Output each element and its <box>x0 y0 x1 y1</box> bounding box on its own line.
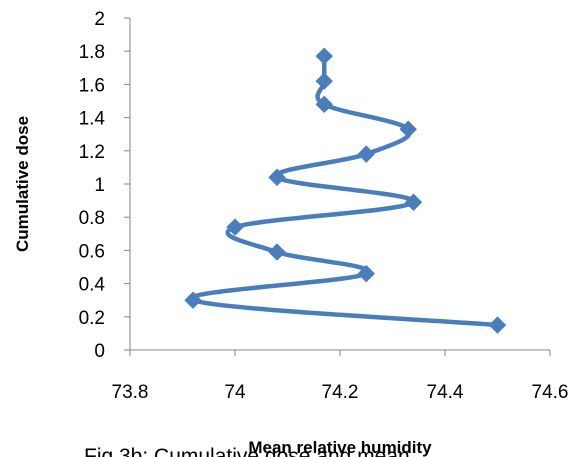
y-tick-label: 0.8 <box>79 208 105 229</box>
y-tick-label: 1.8 <box>79 42 105 63</box>
y-tick-label: 0.4 <box>79 275 106 296</box>
data-point-marker <box>357 145 375 163</box>
y-tick-label: 2 <box>94 9 105 30</box>
series-group <box>184 47 507 334</box>
x-tick-label: 74.4 <box>427 382 464 403</box>
data-point-marker <box>488 316 507 334</box>
data-point-marker <box>226 218 244 236</box>
x-tick-label: 73.8 <box>112 382 149 403</box>
y-tick-label: 1.2 <box>79 142 105 163</box>
data-point-marker <box>268 168 286 187</box>
y-tick-label: 1.6 <box>79 75 105 96</box>
data-point-marker <box>268 243 286 261</box>
x-axis-title: Mean relative humidity <box>248 438 432 457</box>
y-axis-title: Cumulative dose <box>13 116 32 252</box>
data-point-marker <box>404 193 423 211</box>
data-point-marker <box>357 264 375 283</box>
data-point-marker <box>184 291 202 309</box>
x-tick-label: 74.2 <box>322 382 359 403</box>
series-line <box>188 53 500 328</box>
y-tick-label: 0.2 <box>79 308 105 329</box>
x-tick-label: 74 <box>224 382 246 403</box>
y-tick-label: 0.6 <box>79 241 105 262</box>
axes <box>124 17 551 356</box>
data-point-marker <box>315 47 333 65</box>
data-point-marker <box>315 95 333 114</box>
y-tick-label: 1 <box>94 175 105 196</box>
data-point-marker <box>315 72 333 90</box>
x-tick-label: 74.6 <box>532 382 569 403</box>
y-tick-label: 0 <box>94 341 105 362</box>
figure-caption: Fig.3b: Cumulative dose and mean <box>84 445 410 457</box>
data-point-marker <box>399 120 417 138</box>
y-tick-label: 1.4 <box>79 109 106 130</box>
tick-labels: 0 0.2 0.4 0.6 0.8 1 1.2 1.4 1.6 1.8 2 73.8 74 74.2 74.… <box>79 9 569 403</box>
